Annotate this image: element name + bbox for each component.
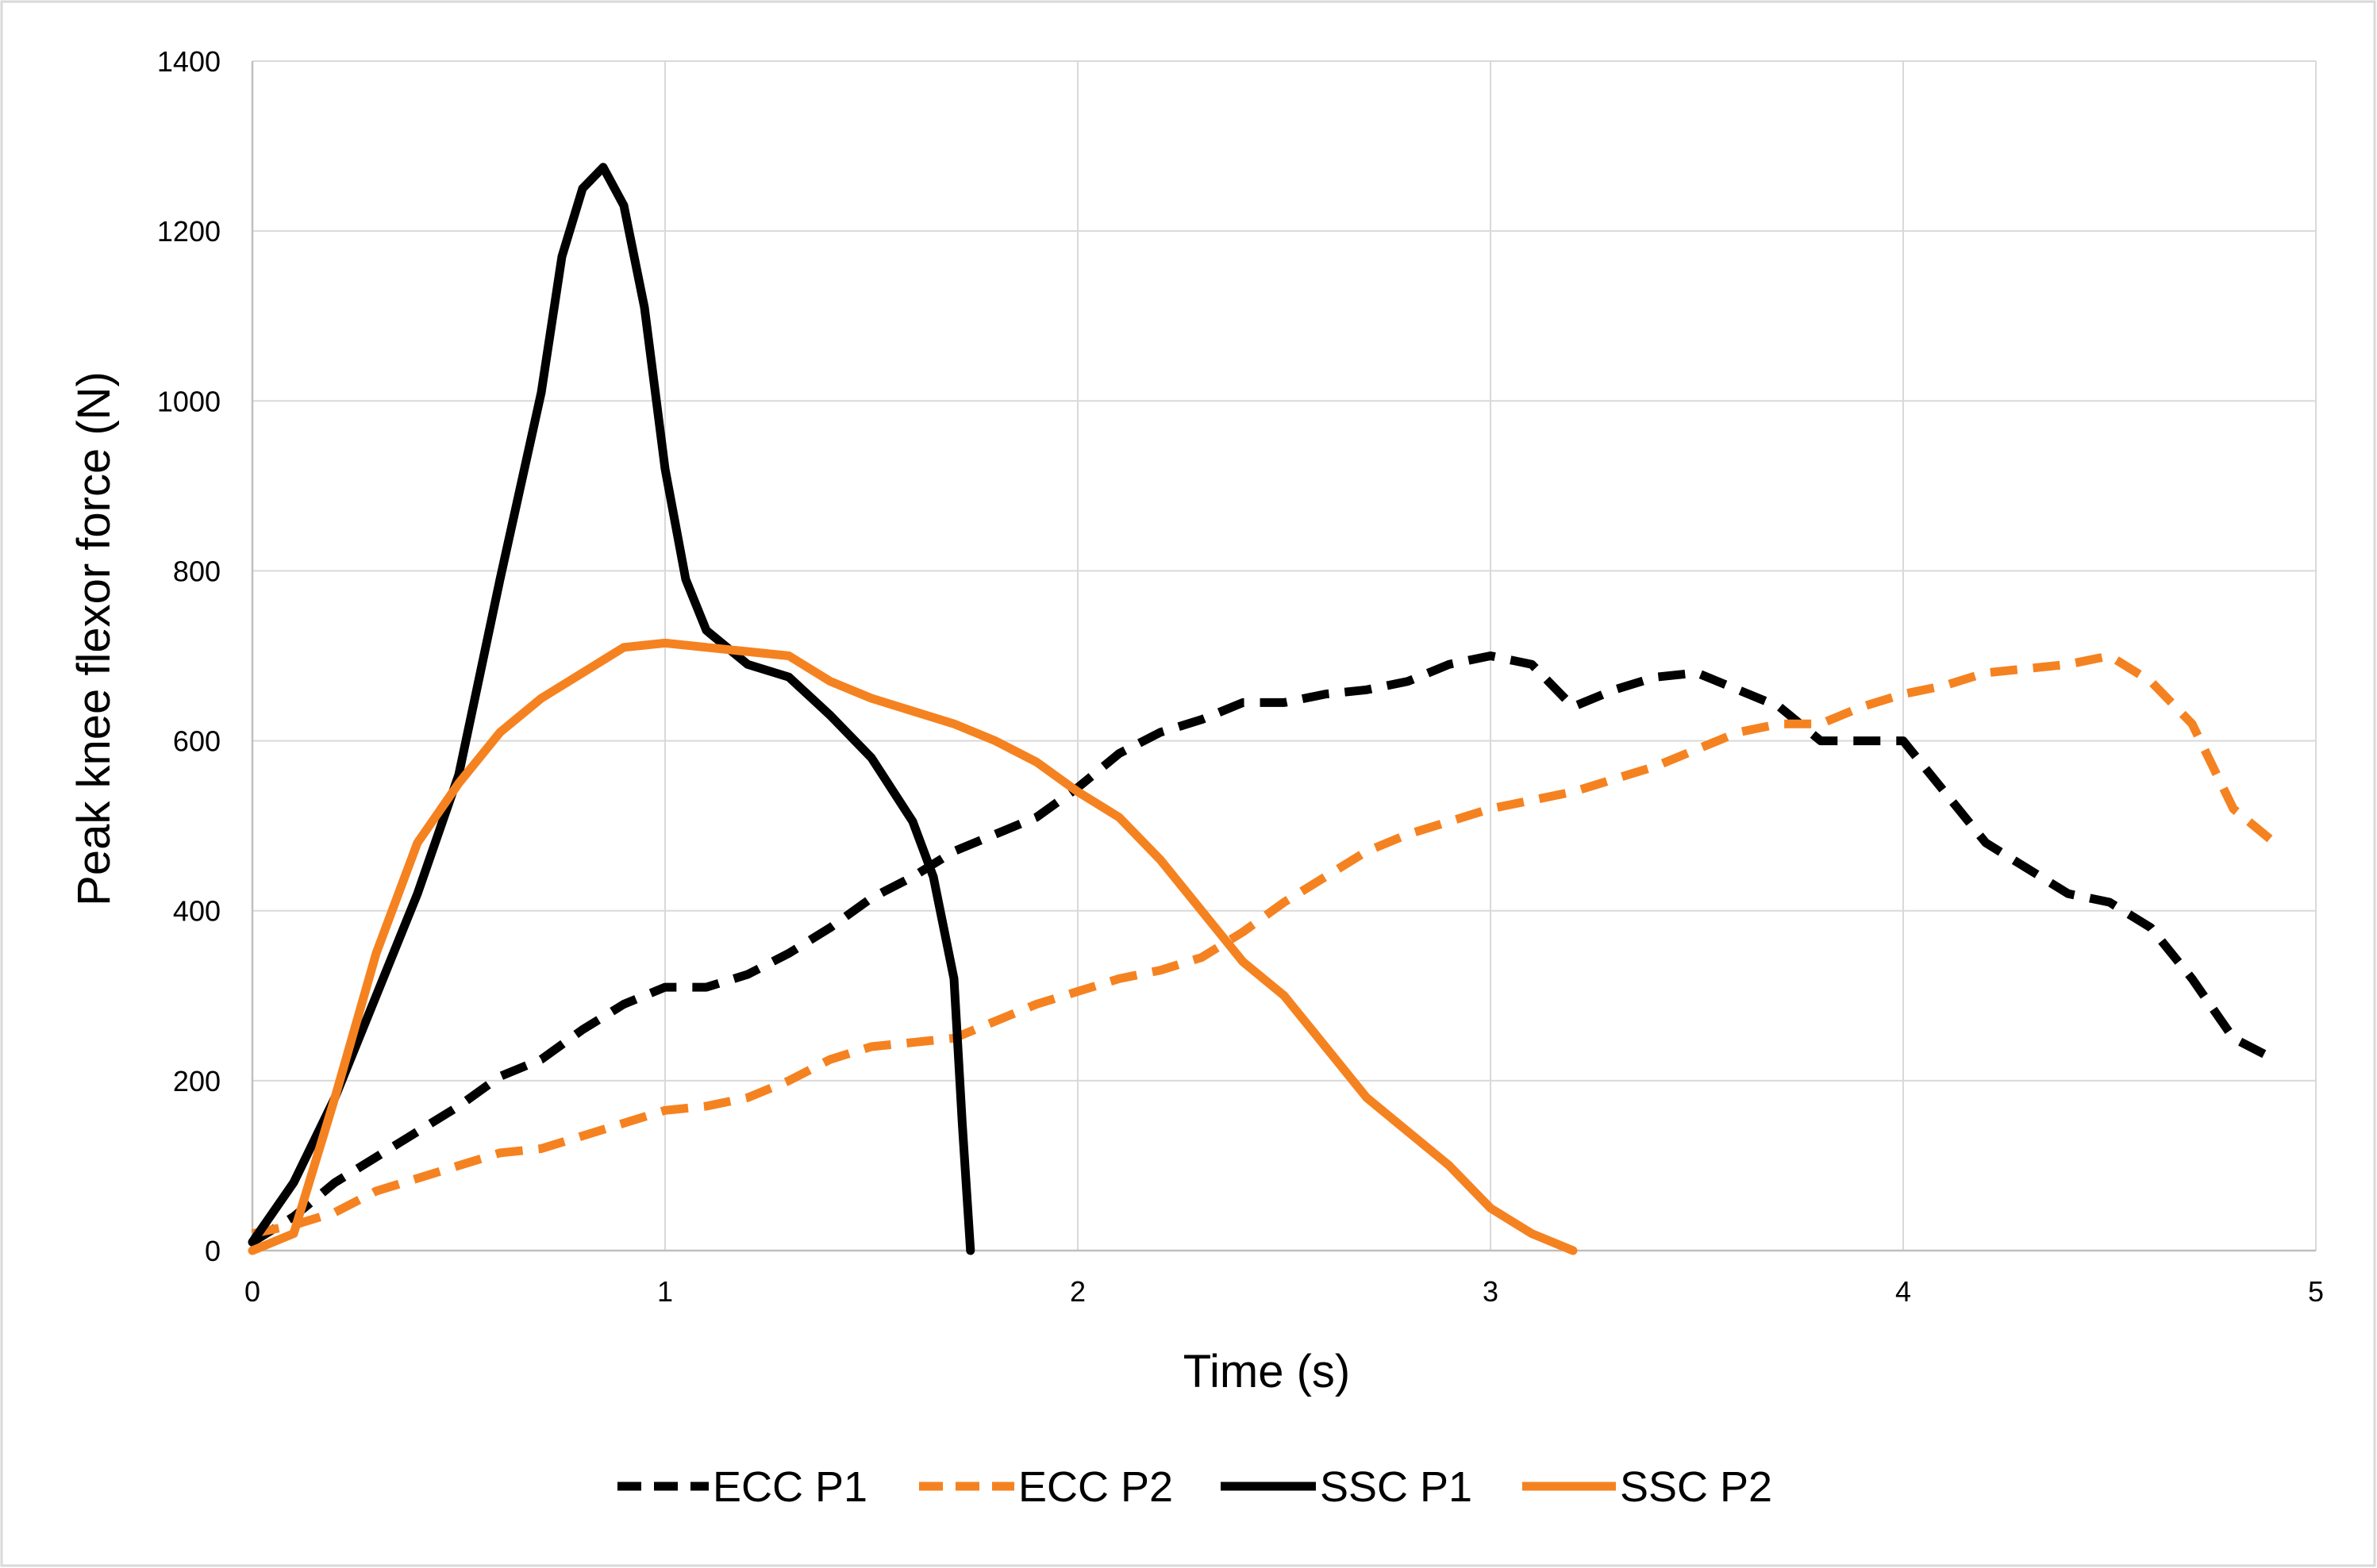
x-tick-label: 1 [657, 1275, 673, 1308]
grid [252, 60, 2317, 1251]
series-line-ecc-p2 [251, 651, 2278, 1238]
x-axis-title: Time (s) [1183, 1346, 1350, 1397]
legend-label-ssc-p1: SSC P1 [1320, 1463, 1472, 1511]
legend: ECC P1 ECC P2 SSC P1 SSC P2 [617, 1463, 1772, 1511]
tick-labels: 0 200 400 600 800 1000 1200 1400 0 1 2 3 4 5 [157, 45, 2324, 1308]
y-tick-label: 600 [173, 725, 221, 758]
y-tick-label: 200 [173, 1065, 221, 1097]
axes [251, 61, 2316, 1252]
y-tick-label: 1000 [157, 385, 221, 417]
series-line-ssc-p1 [248, 163, 975, 1255]
x-tick-label: 2 [1070, 1275, 1086, 1308]
legend-label-ecc-p1: ECC P1 [713, 1463, 867, 1511]
x-tick-label: 4 [1895, 1275, 1911, 1308]
y-axis-title: Peak knee flexor force (N) [68, 371, 120, 906]
legend-label-ssc-p2: SSC P2 [1620, 1463, 1772, 1511]
x-tick-label: 3 [1483, 1275, 1498, 1308]
y-tick-label: 800 [173, 555, 221, 587]
y-tick-label: 1400 [157, 45, 221, 78]
legend-label-ecc-p2: ECC P2 [1018, 1463, 1173, 1511]
x-tick-label: 0 [244, 1275, 260, 1308]
series-line-ssc-p2 [248, 638, 1578, 1255]
series-group [248, 163, 2278, 1255]
y-tick-label: 1200 [157, 215, 221, 248]
y-tick-label: 0 [205, 1235, 221, 1267]
y-tick-label: 400 [173, 895, 221, 928]
x-tick-label: 5 [2308, 1275, 2324, 1308]
series-line-ecc-p1 [250, 651, 2277, 1246]
